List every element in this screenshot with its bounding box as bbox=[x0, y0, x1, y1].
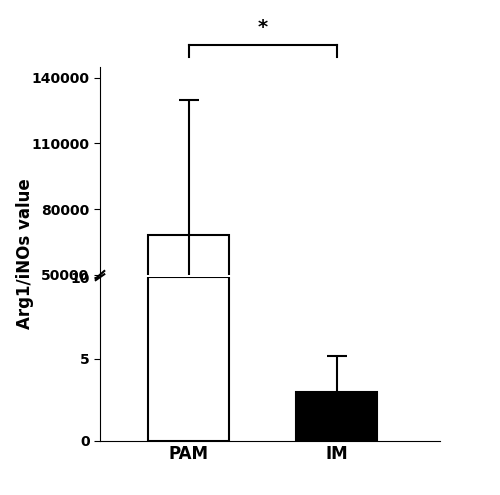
Text: *: * bbox=[258, 18, 268, 37]
Bar bbox=[148, 277, 230, 441]
Bar bbox=[296, 392, 377, 441]
Bar bbox=[148, 235, 230, 384]
Text: Arg1/iNOs value: Arg1/iNOs value bbox=[16, 178, 34, 329]
